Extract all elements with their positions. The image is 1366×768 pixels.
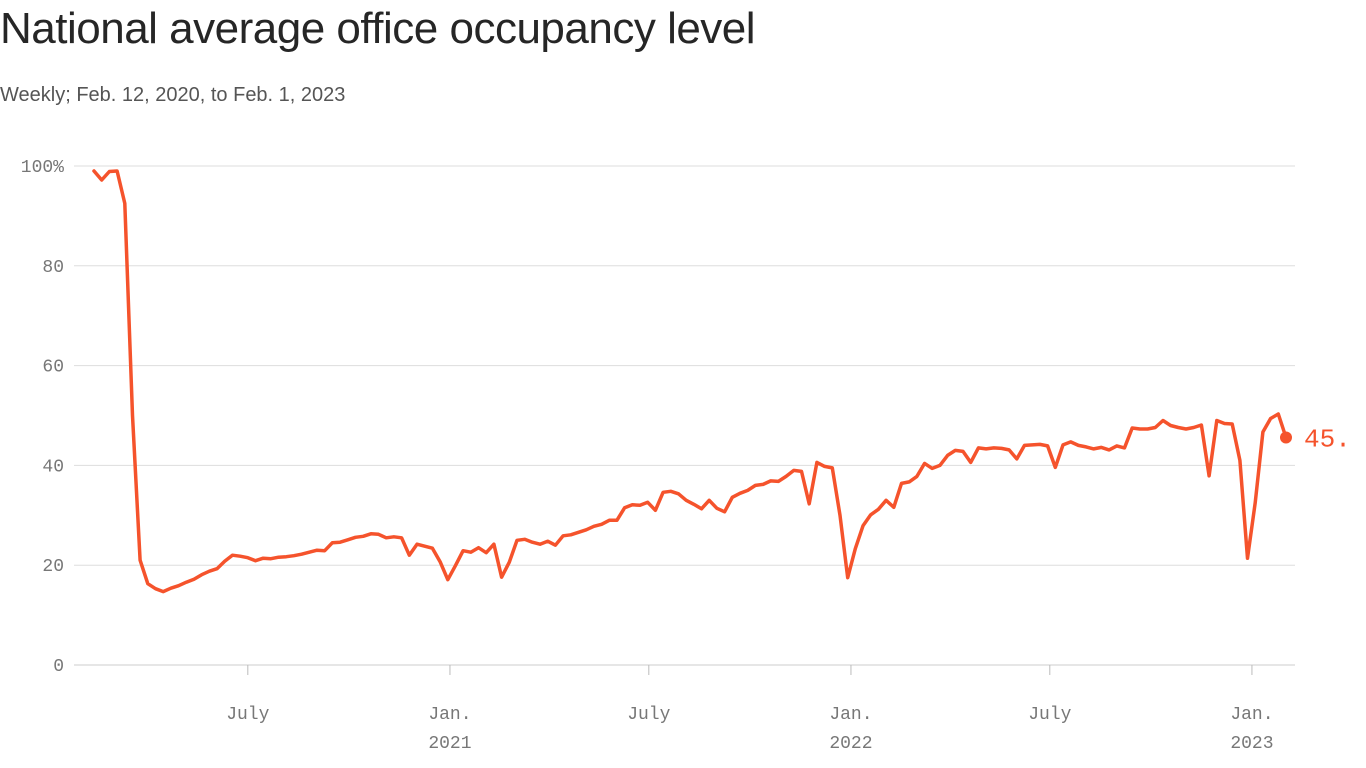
y-tick-label: 0: [53, 657, 64, 677]
x-tick-year-label: 2023: [1230, 734, 1273, 754]
x-tick-label: July: [1028, 705, 1071, 725]
x-tick-label: Jan.: [428, 705, 471, 725]
series-layer: [92, 169, 1288, 594]
chart-subtitle: Weekly; Feb. 12, 2020, to Feb. 1, 2023: [0, 84, 346, 106]
y-tick-label: 60: [42, 358, 64, 378]
y-axis-ticks: 0 20 40 60 80 100%: [21, 158, 64, 677]
series-line: [92, 169, 1288, 594]
x-tick-year-label: 2021: [428, 734, 471, 754]
end-value-label: 45.: [1304, 424, 1351, 454]
x-tick-label: July: [627, 705, 670, 725]
y-tick-label: 100%: [21, 158, 64, 178]
y-tick-label: 80: [42, 258, 64, 278]
x-axis-ticks: July Jan. 2021 July Jan. 2022 July Jan. 2023: [226, 665, 1274, 754]
x-tick-year-label: 2022: [829, 734, 872, 754]
gridlines: [74, 165, 1295, 666]
x-tick-label: Jan.: [829, 705, 872, 725]
x-tick-label: July: [226, 705, 269, 725]
end-marker-group: 45.: [1280, 424, 1351, 454]
y-tick-label: 40: [42, 457, 64, 477]
end-point-marker: [1280, 431, 1292, 444]
y-tick-label: 20: [42, 557, 64, 577]
x-tick-label: Jan.: [1230, 705, 1273, 725]
chart-title: National average office occupancy level: [0, 4, 756, 53]
